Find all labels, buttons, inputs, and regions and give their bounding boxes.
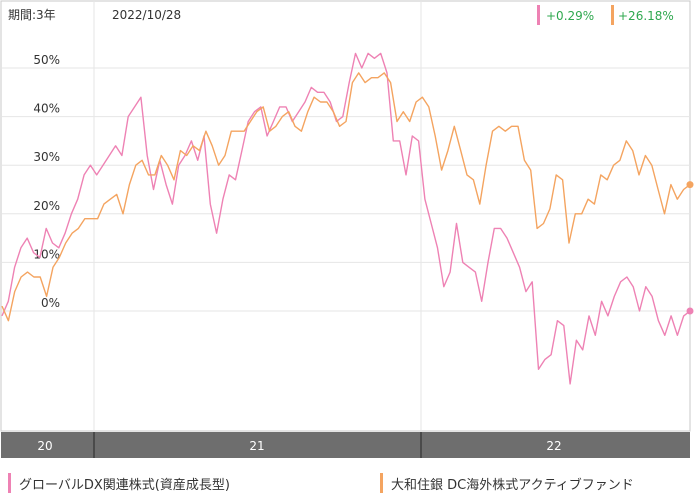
- legend-swatch: [380, 473, 383, 493]
- period-label: 期間:3年: [8, 8, 56, 22]
- y-tick-label: 10%: [33, 247, 60, 261]
- y-tick-label: 40%: [33, 102, 60, 116]
- y-tick-label: 0%: [41, 296, 60, 310]
- y-tick-label: 20%: [33, 199, 60, 213]
- x-tick-label: 20: [37, 439, 52, 453]
- legend-label: グローバルDX関連株式(資産成長型): [19, 477, 230, 493]
- x-axis-band: [1, 432, 690, 458]
- plot-border: [0, 0, 691, 432]
- legend-swatch: [8, 473, 11, 493]
- end-markers: [686, 181, 694, 315]
- series-2-badge-swatch: [611, 5, 614, 25]
- date-label: 2022/10/28: [112, 8, 181, 22]
- series-end-marker-1: [686, 307, 694, 315]
- series-1-end-value: +0.29%: [546, 9, 594, 23]
- series-1-badge-swatch: [537, 5, 540, 25]
- y-tick-label: 30%: [33, 150, 60, 164]
- legend-item: グローバルDX関連株式(資産成長型): [8, 472, 230, 494]
- line-chart: 50% 40% 30% 20% 10% 0% 期間:3年 2022/10/28 +0.29…: [0, 0, 694, 458]
- series-line-1: [1, 52, 691, 385]
- series-lines: [1, 52, 691, 385]
- grid-lines: [2, 1, 690, 431]
- x-tick-label: 21: [249, 439, 264, 453]
- y-tick-labels: 50% 40% 30% 20% 10% 0%: [33, 53, 60, 310]
- series-end-marker-2: [686, 181, 694, 189]
- legend: グローバルDX関連株式(資産成長型) 大和住銀 DC海外株式アクティブファンド: [0, 462, 694, 500]
- legend-item: 大和住銀 DC海外株式アクティブファンド: [380, 472, 634, 494]
- series-2-end-value: +26.18%: [618, 9, 674, 23]
- y-tick-label: 50%: [33, 53, 60, 67]
- series-line-2: [1, 72, 691, 322]
- x-tick-label: 22: [546, 439, 561, 453]
- legend-label: 大和住銀 DC海外株式アクティブファンド: [391, 477, 634, 493]
